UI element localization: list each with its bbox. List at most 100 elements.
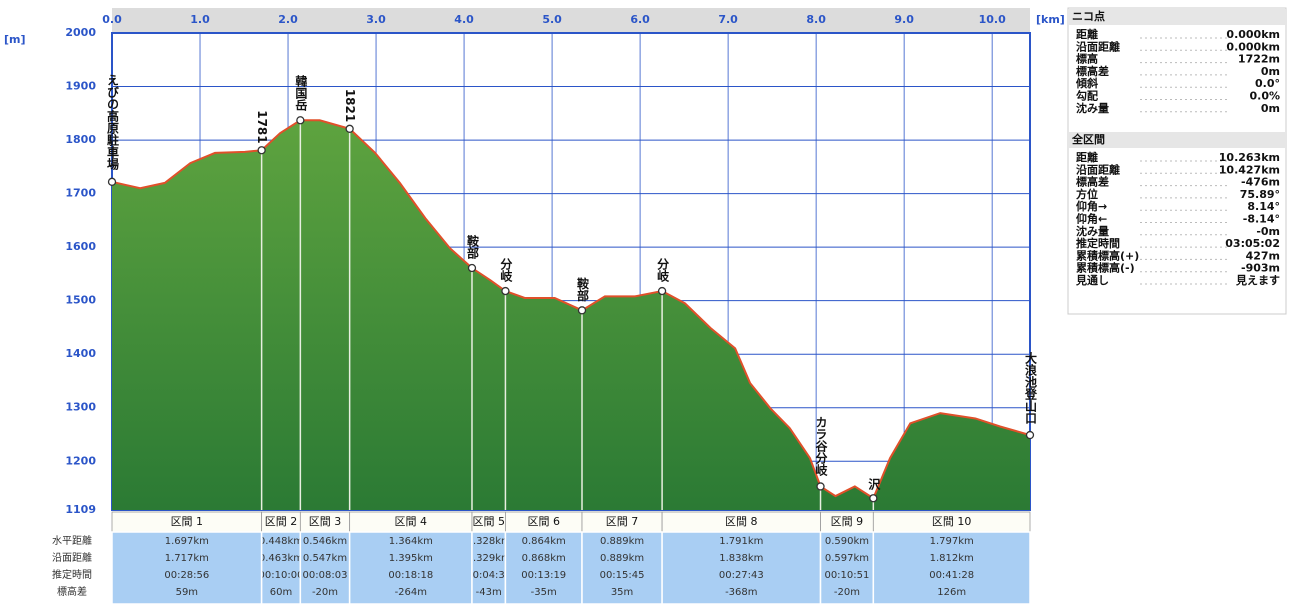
- panel-value: 8.14°: [1247, 200, 1280, 213]
- waypoint-label: 1821: [343, 89, 357, 122]
- y-tick-label: 1800: [65, 133, 96, 146]
- section-body: [471, 531, 507, 605]
- panel-label: 傾斜: [1075, 76, 1098, 90]
- section-value: 00:18:18: [388, 570, 433, 581]
- waypoint-label: えびの高原駐車場: [106, 73, 120, 170]
- section-value: 1.364km: [389, 536, 433, 547]
- panel-label: 方位: [1076, 187, 1098, 201]
- section-column: 区間 7 0.889km 0.889km 00:15:45 35m: [600, 515, 645, 598]
- y-tick-label: 1200: [65, 454, 96, 467]
- panel-label: 勾配: [1076, 89, 1098, 103]
- section-value: 0.889km: [600, 553, 644, 564]
- section-name: 区間 4: [395, 515, 428, 528]
- waypoint: [577, 306, 587, 315]
- y-unit: [m]: [4, 33, 26, 46]
- section-name: 区間 6: [527, 515, 560, 528]
- section-value: -368m: [725, 587, 757, 598]
- section-value: 0.328km: [467, 536, 511, 547]
- panel-label: 累積標高(+): [1076, 248, 1139, 262]
- section-value: 00:04:33: [466, 570, 511, 581]
- section-value: -35m: [531, 587, 557, 598]
- y-tick-label: 1109: [65, 503, 96, 516]
- section-value: -20m: [312, 587, 338, 598]
- x-tick-label: 6.0: [630, 13, 650, 26]
- section-value: -20m: [834, 587, 860, 598]
- panel-label: 沿面距離: [1076, 162, 1120, 176]
- waypoint: [257, 146, 266, 155]
- section-name: 区間 5: [472, 515, 505, 528]
- panel-value: 10.263km: [1219, 151, 1280, 164]
- terrain-area: [112, 120, 1030, 510]
- section-value: -264m: [395, 587, 427, 598]
- y-tick-label: 2000: [65, 26, 96, 39]
- section-value: 1.838km: [719, 553, 763, 564]
- section-value: 0.597km: [825, 553, 869, 564]
- x-tick-label: 4.0: [454, 13, 474, 26]
- panel-label: 標高: [1076, 52, 1098, 66]
- section-value: 00:41:28: [929, 570, 974, 581]
- section-column: 区間 9 0.590km 0.597km 00:10:51 -20m: [824, 515, 869, 598]
- panel-value: 1722m: [1238, 53, 1280, 66]
- y-tick-label: 1700: [65, 187, 96, 200]
- panel-title: ニコ点: [1072, 9, 1105, 23]
- waypoint: [816, 482, 825, 491]
- panel-label: 仰角→: [1076, 199, 1107, 213]
- panel-value: -476m: [1241, 176, 1280, 189]
- waypoint-label: 1781: [255, 110, 269, 143]
- panel-label: 沿面距離: [1076, 39, 1120, 53]
- panel-label: 距離: [1076, 27, 1098, 41]
- section-name: 区間 3: [309, 515, 342, 528]
- panel-header: [1068, 9, 1286, 25]
- section-value: 1.697km: [165, 536, 209, 547]
- x-axis-band: [112, 8, 1030, 32]
- waypoint: [296, 116, 305, 125]
- panel-value: 0.000km: [1226, 40, 1280, 53]
- section-column: 区間 10 1.797km 1.812km 00:41:28 126m: [929, 515, 974, 598]
- panel-label: 標高差: [1076, 175, 1109, 189]
- section-name: 区間 8: [725, 515, 758, 528]
- waypoint: [501, 286, 510, 296]
- waypoint: [1025, 430, 1035, 440]
- section-value: 00:10:51: [824, 570, 869, 581]
- section-value: 0.868km: [522, 553, 566, 564]
- panel-value: -0m: [1256, 225, 1280, 238]
- x-unit: [km]: [1036, 13, 1065, 26]
- panel-label: 沈み量: [1076, 224, 1109, 238]
- section-value: 0.889km: [600, 536, 644, 547]
- waypoint: [345, 124, 354, 133]
- section-value: 59m: [176, 587, 198, 598]
- row-label: 水平距離: [52, 534, 92, 547]
- section-column: 区間 1 1.697km 1.717km 00:28:56 59m: [164, 515, 209, 598]
- waypoint-label: 鞍部: [576, 276, 590, 302]
- panel-value: -8.14°: [1243, 213, 1280, 226]
- y-tick-label: 1900: [65, 80, 96, 93]
- panel-value: 10.427km: [1219, 163, 1280, 176]
- section-value: 1.812km: [930, 553, 974, 564]
- x-tick-label: 0.0: [102, 13, 122, 26]
- section-value: 00:10:00: [259, 570, 304, 581]
- panel-label: 距離: [1076, 150, 1098, 164]
- panel-value: 0m: [1261, 102, 1280, 115]
- section-column: 区間 3 0.546km 0.547km 00:08:03 -20m: [303, 515, 348, 598]
- section-body: [581, 531, 663, 605]
- panel-label: 仰角←: [1076, 212, 1107, 226]
- x-tick-label: 7.0: [718, 13, 738, 26]
- section-value: 1.395km: [389, 553, 433, 564]
- waypoint: [107, 177, 117, 186]
- x-tick-label: 8.0: [806, 13, 826, 26]
- section-name: 区間 2: [265, 515, 298, 528]
- y-tick-label: 1300: [65, 401, 96, 414]
- panel-value: 0m: [1261, 65, 1280, 78]
- section-value: 35m: [611, 587, 633, 598]
- section-value: 00:08:03: [303, 570, 348, 581]
- x-tick-label: 1.0: [190, 13, 210, 26]
- panel-value: -903m: [1241, 262, 1280, 275]
- section-body: [661, 531, 822, 605]
- section-name: 区間 9: [831, 515, 864, 528]
- table-label-bg: [30, 532, 112, 604]
- panel-label: 標高差: [1076, 64, 1109, 78]
- x-tick-label: 9.0: [894, 13, 914, 26]
- waypoint-label: 韓国岳: [294, 73, 308, 111]
- section-body: [819, 531, 875, 605]
- panel-value: 75.89°: [1240, 188, 1280, 201]
